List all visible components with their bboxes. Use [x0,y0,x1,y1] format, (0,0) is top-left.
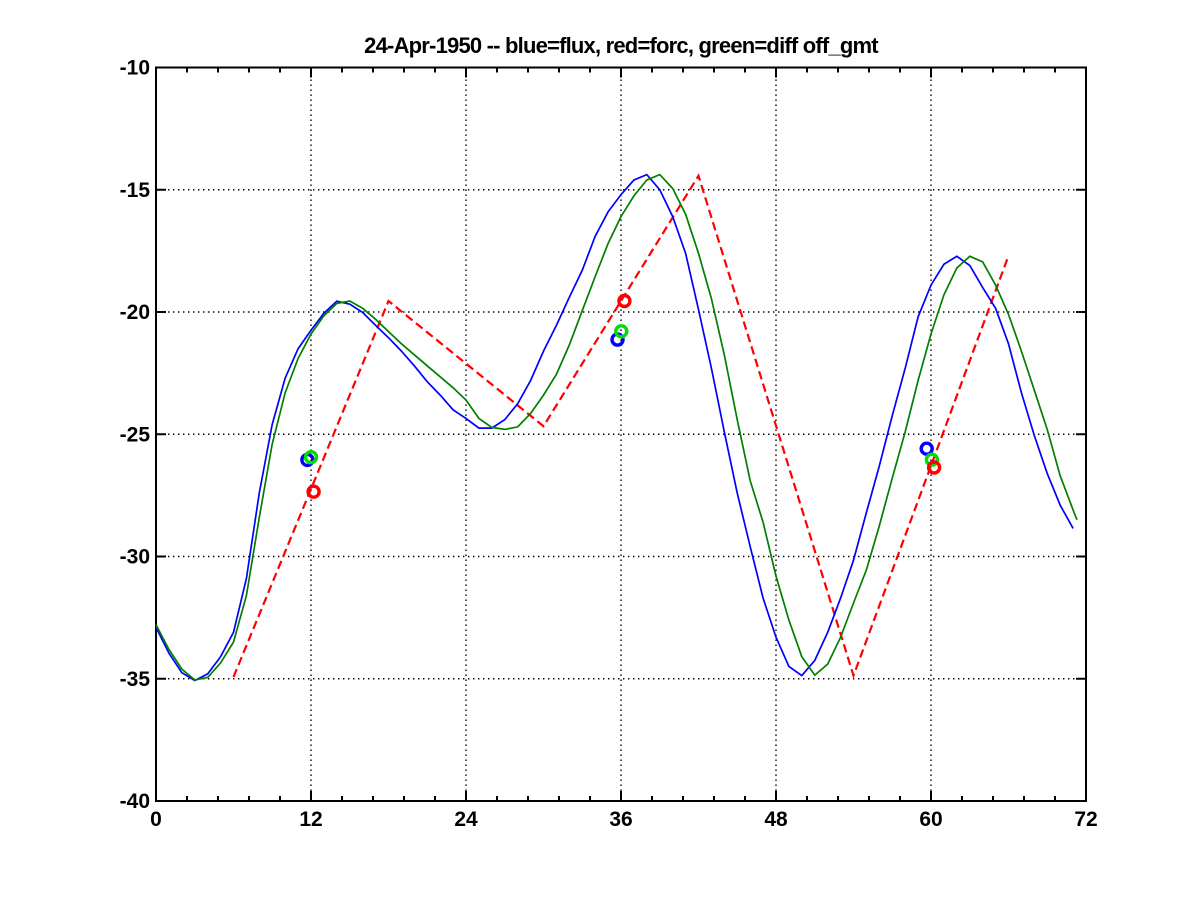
svg-text:72: 72 [1074,808,1097,831]
svg-text:-10: -10 [120,57,150,80]
svg-text:0: 0 [150,808,162,831]
svg-text:60: 60 [919,808,942,831]
svg-text:-25: -25 [120,423,151,446]
svg-text:24-Apr-1950 -- blue=flux, red=: 24-Apr-1950 -- blue=flux, red=forc, gree… [364,33,879,58]
svg-text:-20: -20 [120,301,150,324]
svg-text:36: 36 [609,808,632,831]
svg-text:24: 24 [454,808,478,831]
svg-text:12: 12 [299,808,322,831]
svg-text:-30: -30 [120,546,150,569]
svg-text:-15: -15 [120,179,151,202]
svg-text:-40: -40 [120,790,150,813]
svg-text:-35: -35 [120,668,151,691]
svg-text:48: 48 [764,808,788,831]
